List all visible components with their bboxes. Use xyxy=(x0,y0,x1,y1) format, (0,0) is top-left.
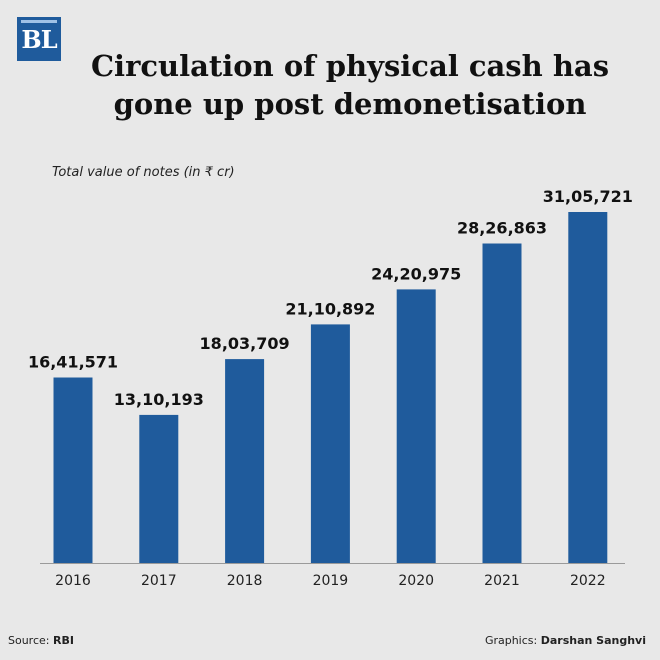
logo-accent-bar xyxy=(21,20,57,23)
value-label-2016: 16,41,571 xyxy=(28,353,118,372)
graphics-value: Darshan Sanghvi xyxy=(540,634,646,647)
x-tick-2021: 2021 xyxy=(484,573,520,589)
bar-2020 xyxy=(396,289,436,563)
value-label-2020: 24,20,975 xyxy=(371,264,461,283)
source-label: Source: xyxy=(8,634,50,647)
x-tick-2019: 2019 xyxy=(313,573,349,589)
source-value: RBI xyxy=(53,634,74,647)
bar-2021 xyxy=(482,243,522,563)
value-label-2022: 31,05,721 xyxy=(543,187,633,206)
x-tick-2018: 2018 xyxy=(227,573,263,589)
value-label-2021: 28,26,863 xyxy=(457,219,547,238)
bar-2017 xyxy=(139,414,179,563)
source-credit: Source: RBI xyxy=(8,634,74,647)
x-tick-2017: 2017 xyxy=(141,573,177,589)
bar-chart: 16,41,571 2016 13,10,193 2017 18,03,709 2018 2… xyxy=(28,187,633,589)
value-label-2018: 18,03,709 xyxy=(200,334,290,353)
brand-logo: BL xyxy=(17,17,61,61)
x-tick-2016: 2016 xyxy=(55,573,91,589)
value-label-2019: 21,10,892 xyxy=(285,299,375,318)
x-tick-2020: 2020 xyxy=(398,573,434,589)
chart-subtitle: Total value of notes (in ₹ cr) xyxy=(52,165,235,180)
x-tick-2022: 2022 xyxy=(570,573,606,589)
chart-title: Circulation of physical cash has gone up… xyxy=(90,49,610,121)
bar-2018 xyxy=(225,359,265,563)
bar-2022 xyxy=(568,212,608,563)
bar-2019 xyxy=(310,324,350,563)
bar-2016 xyxy=(53,377,93,563)
value-label-2017: 13,10,193 xyxy=(114,390,204,409)
logo-text: BL xyxy=(21,24,57,54)
graphics-credit: Graphics: Darshan Sanghvi xyxy=(485,634,646,647)
graphics-label: Graphics: xyxy=(484,634,538,647)
